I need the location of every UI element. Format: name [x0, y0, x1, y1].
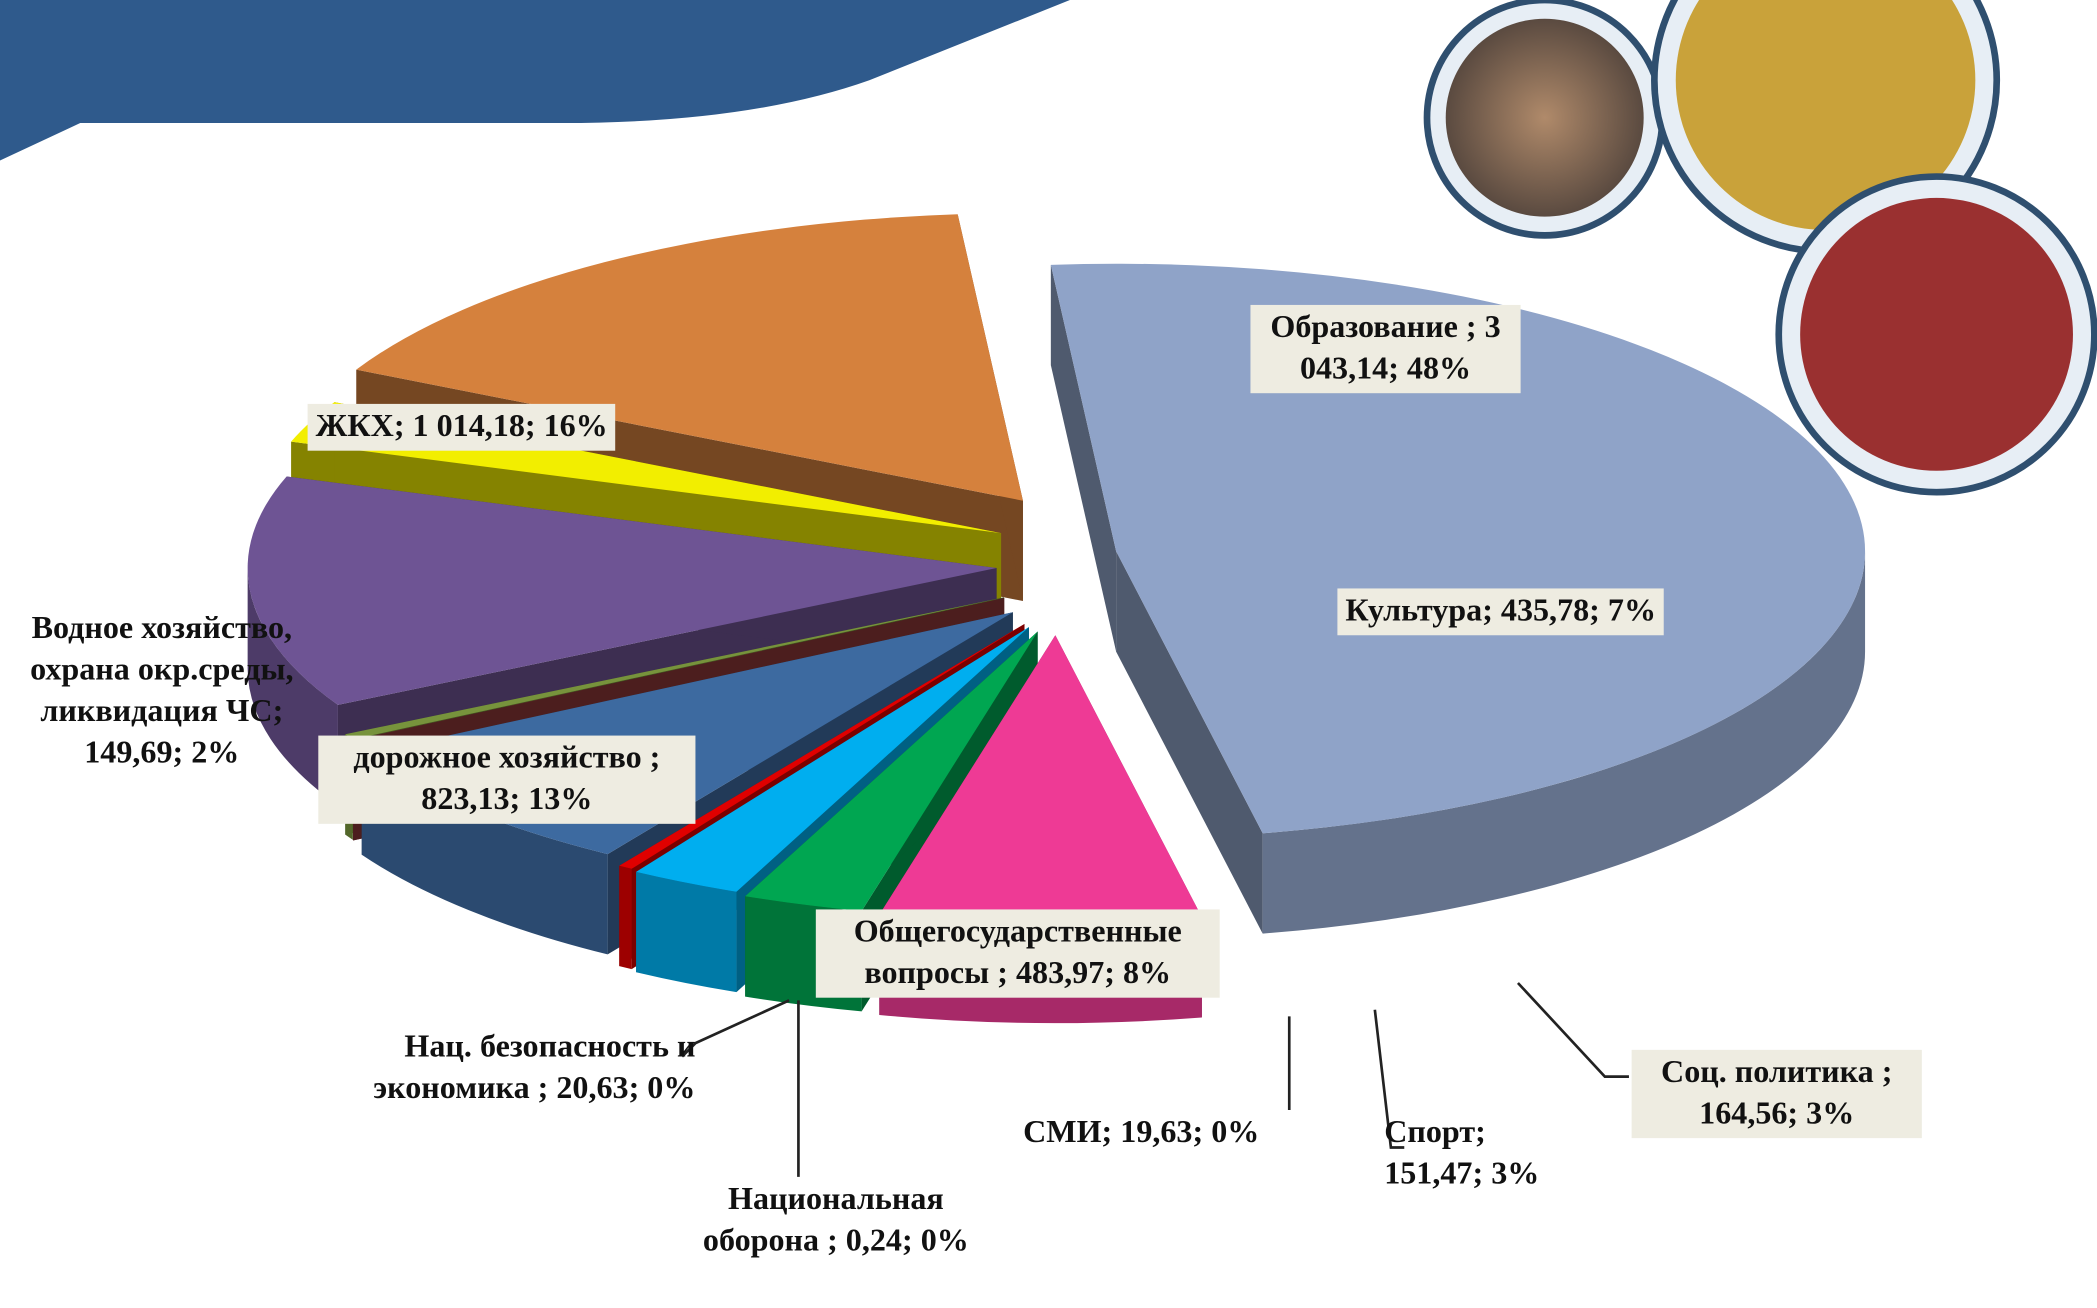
slice-label: Образование ; 3 043,14; 48% — [1250, 304, 1521, 394]
slice-wall — [1050, 264, 1117, 652]
slice-top — [619, 623, 1025, 869]
slice-side — [619, 865, 632, 970]
slice-label: Водное хозяйство, охрана окр.среды, ликв… — [30, 611, 294, 771]
slice-side — [636, 871, 737, 993]
leader-line — [1516, 982, 1629, 1078]
slice-top — [356, 214, 1023, 501]
slice-label: дорожное хозяйство ; 823,13; 13% — [318, 735, 696, 824]
photo — [1800, 197, 2073, 471]
slice-top — [745, 631, 1038, 912]
slice-label: Соц. политика ; 164,56; 3% — [1631, 1049, 1922, 1139]
slice-label: Культура; 435,78; 7% — [1337, 588, 1665, 636]
slice-top — [1050, 263, 1866, 834]
slice-side — [1262, 551, 1866, 934]
leader-line — [1373, 1009, 1405, 1149]
leader-line — [681, 999, 790, 1058]
slice-label: Спорт; 151,47; 3% — [1384, 1115, 1540, 1192]
slice-label: Общегосударственные вопросы ; 483,97; 8% — [815, 909, 1220, 998]
slice-label: Национальная оборона ; 0,24; 0% — [702, 1182, 969, 1259]
slice-top — [345, 597, 1004, 740]
slice-label: ЖКХ; 1 014,18; 16% — [307, 403, 616, 451]
slice-label: СМИ; 19,63; 0% — [1023, 1115, 1260, 1151]
leaders — [681, 982, 1629, 1177]
banner — [0, 0, 1070, 161]
slice-top — [247, 476, 997, 705]
slice-top — [879, 635, 1202, 923]
photo — [1445, 18, 1644, 217]
slice-top — [353, 598, 1005, 741]
slice-label: Нац. безопасность и экономика ; 20,63; 0… — [373, 1029, 696, 1107]
slice-side — [247, 568, 338, 806]
pie — [247, 214, 1866, 1024]
slice-wall — [1116, 551, 1263, 934]
slice — [1050, 263, 1866, 934]
slice-top — [636, 627, 1029, 892]
photo — [1675, 0, 1976, 230]
